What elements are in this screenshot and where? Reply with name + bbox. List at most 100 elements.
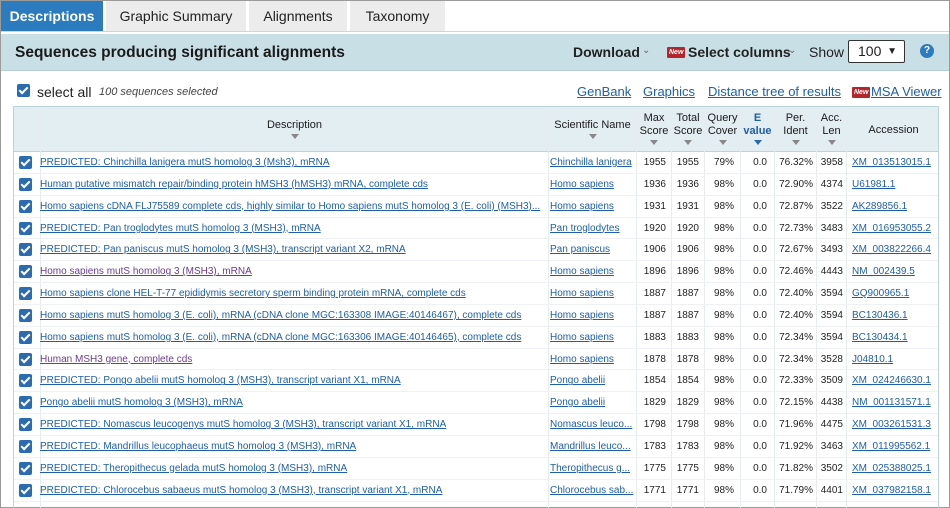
tab-taxonomy[interactable]: Taxonomy	[350, 1, 445, 31]
query-cover: 98%	[713, 484, 734, 496]
scientific-name-link[interactable]: Nomascus leuco...	[550, 419, 633, 431]
accession-link[interactable]: XM_013513015.1	[852, 157, 931, 168]
graphics-link[interactable]: Graphics	[643, 84, 696, 99]
column-evalue[interactable]: E value	[740, 107, 774, 152]
description-link[interactable]: PREDICTED: Theropithecus gelada mutS hom…	[40, 462, 348, 474]
row-checkbox[interactable]	[19, 461, 32, 475]
row-checkbox[interactable]	[19, 439, 32, 453]
scientific-name-link[interactable]: Homo sapiens	[550, 178, 614, 190]
download-button[interactable]: Download	[573, 44, 640, 60]
accession-link[interactable]: U61981.1	[852, 178, 896, 190]
column-max-score[interactable]: Max Score	[636, 107, 671, 152]
description-link[interactable]: Homo sapiens mutS homolog 3 (E. coli), m…	[40, 309, 522, 321]
row-checkbox[interactable]	[19, 177, 32, 191]
scientific-name-link[interactable]: Pan paniscus	[550, 244, 611, 256]
sort-icon[interactable]	[753, 140, 762, 145]
accession-link[interactable]: J04810.1	[852, 353, 894, 365]
sort-icon[interactable]	[588, 134, 597, 139]
accession-link[interactable]: BC130434.1	[852, 331, 908, 343]
row-checkbox[interactable]	[19, 418, 32, 432]
row-checkbox[interactable]	[19, 374, 32, 388]
row-checkbox[interactable]	[19, 199, 32, 213]
description-link[interactable]: Human putative mismatch repair/binding p…	[40, 178, 428, 190]
accession-link[interactable]: XM_025388025.1	[852, 462, 931, 474]
column-scientific-name[interactable]: Scientific Name	[548, 107, 636, 152]
scientific-name-link[interactable]: Chlorocebus sab...	[550, 484, 634, 496]
sort-icon[interactable]	[791, 140, 800, 145]
sort-icon[interactable]	[290, 134, 299, 139]
column-divider	[40, 107, 41, 508]
sort-icon[interactable]	[684, 140, 692, 145]
accession-link[interactable]: XM_003261531.3	[852, 419, 931, 431]
accession-link[interactable]: XM_011995562.1	[852, 440, 931, 452]
scientific-name-link[interactable]: Homo sapiens	[550, 200, 614, 212]
row-checkbox[interactable]	[19, 352, 32, 366]
accession-link[interactable]: XM_016953055.2	[852, 222, 931, 234]
accession-link[interactable]: NM_002439.5	[852, 266, 915, 278]
tab-alignments[interactable]: Alignments	[249, 1, 347, 31]
row-checkbox[interactable]	[19, 483, 32, 497]
description-link[interactable]: Pongo abelii mutS homolog 3 (MSH3), mRNA	[40, 397, 243, 409]
tab-graphic-summary[interactable]: Graphic Summary	[106, 1, 246, 31]
column-query-cover[interactable]: Query Cover	[704, 107, 740, 152]
accession-link[interactable]: AK289856.1	[852, 200, 908, 212]
scientific-name-link[interactable]: Pan troglodytes	[550, 222, 620, 234]
row-checkbox[interactable]	[19, 265, 32, 279]
row-checkbox[interactable]	[19, 156, 32, 169]
description-link[interactable]: PREDICTED: Nomascus leucogenys mutS homo…	[40, 419, 447, 431]
description-link[interactable]: PREDICTED: Chinchilla lanigera mutS homo…	[40, 157, 330, 168]
scientific-name-link[interactable]: Homo sapiens	[550, 353, 614, 365]
column-per-ident[interactable]: Per. Ident	[774, 107, 816, 152]
accession-link[interactable]: GQ900965.1	[852, 288, 910, 300]
accession-link[interactable]: XM_024246630.1	[852, 375, 931, 387]
description-link[interactable]: PREDICTED: Pan troglodytes mutS homolog …	[40, 222, 321, 234]
scientific-name-link[interactable]: Homo sapiens	[550, 331, 614, 343]
description-link[interactable]: PREDICTED: Mandrillus leucophaeus mutS h…	[40, 440, 357, 452]
row-checkbox[interactable]	[19, 396, 32, 410]
accession-link[interactable]: BC130436.1	[852, 309, 908, 321]
sort-icon[interactable]	[650, 140, 658, 145]
scientific-name-link[interactable]: Pongo abelii	[550, 397, 606, 409]
accession-link[interactable]: NM_001131571.1	[852, 397, 931, 409]
help-icon[interactable]: ?	[920, 44, 934, 58]
accession-link[interactable]: XM_037982158.1	[852, 484, 931, 496]
column-total-score[interactable]: Total Score	[671, 107, 704, 152]
table-row: PREDICTED: Pongo abelii mutS homolog 3 (…	[14, 370, 938, 393]
row-checkbox[interactable]	[19, 308, 32, 322]
row-checkbox[interactable]	[19, 243, 32, 257]
acc-len: 3483	[820, 222, 843, 234]
description-link[interactable]: Human MSH3 gene, complete cds	[40, 353, 193, 365]
description-link[interactable]: Homo sapiens mutS homolog 3 (MSH3), mRNA	[40, 266, 252, 278]
scientific-name-link[interactable]: Theropithecus g...	[550, 462, 631, 474]
column-acc-len[interactable]: Acc. Len	[816, 107, 846, 152]
chevron-down-icon[interactable]: ⌄	[788, 45, 797, 56]
row-checkbox[interactable]	[19, 221, 32, 235]
msa-viewer-link[interactable]: MSA Viewer	[871, 84, 942, 99]
show-count-select[interactable]: 100 ▼	[848, 40, 905, 63]
column-description[interactable]: Description	[40, 107, 548, 152]
description-link[interactable]: PREDICTED: Chlorocebus sabaeus mutS homo…	[40, 484, 443, 496]
genbank-link[interactable]: GenBank	[577, 84, 632, 99]
scientific-name-link[interactable]: Pongo abelii	[550, 375, 606, 387]
scientific-name-link[interactable]: Homo sapiens	[550, 266, 614, 278]
tab-descriptions[interactable]: Descriptions	[1, 1, 103, 31]
description-link[interactable]: PREDICTED: Pongo abelii mutS homolog 3 (…	[40, 375, 401, 387]
sort-icon[interactable]	[718, 140, 727, 145]
distance-tree-link[interactable]: Distance tree of results	[708, 84, 841, 99]
select-all-checkbox[interactable]	[17, 84, 30, 97]
chevron-down-icon[interactable]: ⌄	[642, 45, 651, 56]
scientific-name-link[interactable]: Homo sapiens	[550, 288, 614, 300]
select-all-label[interactable]: select all	[37, 84, 92, 100]
scientific-name-link[interactable]: Chinchilla lanigera	[550, 157, 632, 168]
accession-link[interactable]: XM_003822266.4	[852, 244, 931, 256]
scientific-name-link[interactable]: Homo sapiens	[550, 309, 614, 321]
row-checkbox[interactable]	[19, 330, 32, 344]
scientific-name-link[interactable]: Mandrillus leuco...	[550, 440, 631, 452]
description-link[interactable]: Homo sapiens cDNA FLJ75589 complete cds,…	[40, 200, 541, 212]
row-checkbox[interactable]	[19, 287, 32, 301]
select-columns-button[interactable]: Select columns	[688, 44, 791, 60]
description-link[interactable]: Homo sapiens mutS homolog 3 (E. coli), m…	[40, 331, 522, 343]
description-link[interactable]: Homo sapiens clone HEL-T-77 epididymis s…	[40, 288, 466, 300]
sort-icon[interactable]	[827, 140, 836, 145]
description-link[interactable]: PREDICTED: Pan paniscus mutS homolog 3 (…	[40, 244, 406, 256]
